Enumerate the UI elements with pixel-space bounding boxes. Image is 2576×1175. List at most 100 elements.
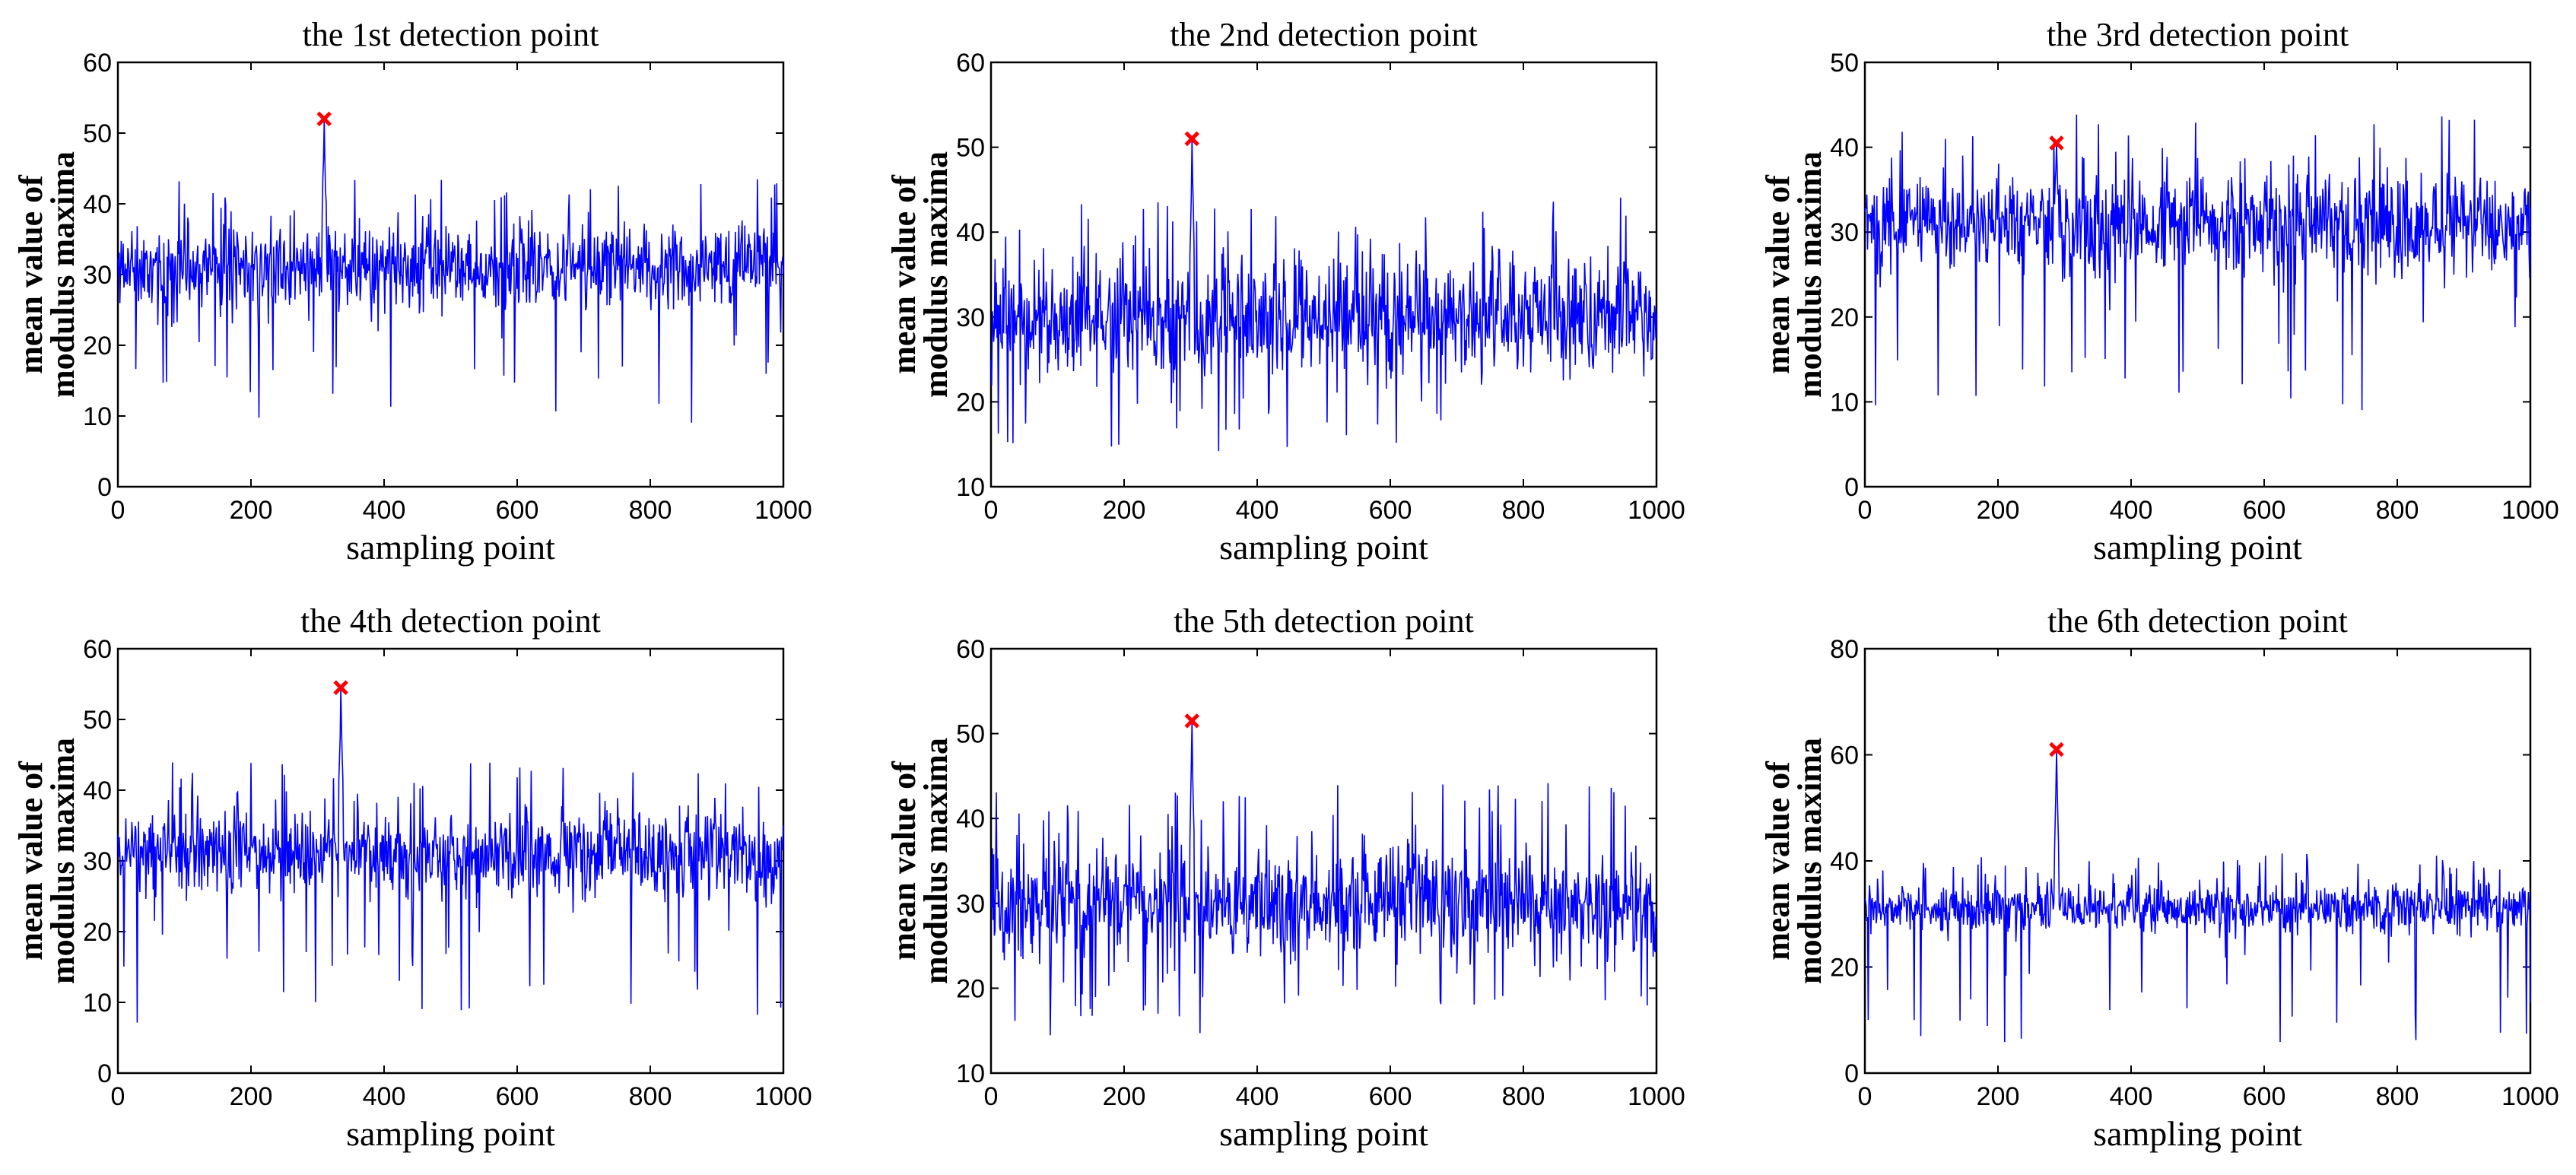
y-tick-label: 50 xyxy=(956,720,985,749)
subplot-6: the 6th detection point sampling point mea… xyxy=(1759,602,2559,1153)
signal-line xyxy=(990,138,1657,452)
x-axis-label: sampling point xyxy=(2093,528,2302,567)
y-axis-label-line-1: mean value of xyxy=(885,761,923,961)
x-tick-label: 600 xyxy=(2243,496,2286,525)
x-tick-label: 0 xyxy=(111,496,125,525)
subplot-4: the 4th detection point sampling point mea… xyxy=(12,602,812,1153)
subplot-2: the 2nd detection point sampling point mea… xyxy=(885,16,1685,567)
y-tick-label: 0 xyxy=(1844,1059,1859,1088)
y-tick-label: 10 xyxy=(956,1059,985,1088)
y-tick-label: 50 xyxy=(83,119,112,148)
x-tick-label: 0 xyxy=(984,1082,999,1111)
x-tick-label: 1000 xyxy=(754,1082,812,1111)
y-tick-label: 60 xyxy=(956,49,985,78)
x-tick-label: 600 xyxy=(1369,496,1412,525)
y-axis-label-line-2: modulus maxima xyxy=(917,151,954,398)
y-tick-label: 10 xyxy=(1830,388,1859,417)
peak-marker xyxy=(316,111,332,127)
x-tick-label: 400 xyxy=(2110,1082,2153,1111)
x-axis-label: sampling point xyxy=(346,1114,555,1153)
x-axis-label: sampling point xyxy=(2093,1114,2302,1153)
y-tick-label: 20 xyxy=(83,332,112,360)
y-tick-label: 10 xyxy=(83,402,112,431)
peak-marker xyxy=(333,680,348,695)
x-tick-label: 400 xyxy=(1236,1082,1279,1111)
y-tick-label: 0 xyxy=(97,473,112,502)
x-tick-label: 0 xyxy=(111,1082,125,1111)
y-tick-label: 40 xyxy=(1830,134,1859,163)
y-tick-label: 40 xyxy=(83,776,112,805)
plot-area xyxy=(989,647,1658,1075)
y-axis-label-line-2: modulus maxima xyxy=(44,151,81,398)
x-tick-label: 1000 xyxy=(2501,496,2559,525)
x-tick-label: 200 xyxy=(1977,1082,2020,1111)
x-tick-label: 400 xyxy=(363,496,406,525)
y-axis-label-line-1: mean value of xyxy=(885,174,923,374)
y-tick-label: 40 xyxy=(1830,847,1859,876)
x-tick-label: 600 xyxy=(496,496,539,525)
x-tick-label: 800 xyxy=(629,496,672,525)
y-axis-label-line-2: modulus maxima xyxy=(917,738,954,984)
x-tick-label: 1000 xyxy=(1628,1082,1685,1111)
y-axis-label-line-1: mean value of xyxy=(12,761,49,961)
x-tick-label: 1000 xyxy=(754,496,812,525)
y-tick-label: 10 xyxy=(83,989,112,1018)
x-tick-label: 0 xyxy=(1858,1082,1872,1111)
y-tick-label: 10 xyxy=(956,473,985,502)
y-axis-label-line-2: modulus maxima xyxy=(1791,738,1828,984)
chart-title: the 5th detection point xyxy=(1174,602,1474,640)
peak-marker xyxy=(2049,742,2064,757)
y-axis-label-line-2: modulus maxima xyxy=(1791,151,1828,398)
plot-area xyxy=(989,61,1658,488)
y-axis-label-line-1: mean value of xyxy=(1759,174,1796,374)
x-tick-label: 200 xyxy=(230,1082,273,1111)
x-tick-label: 200 xyxy=(1103,496,1146,525)
subplot-1: the 1st detection point sampling point mea… xyxy=(12,16,812,567)
y-tick-label: 20 xyxy=(1830,954,1859,983)
x-tick-label: 200 xyxy=(1977,496,2020,525)
x-tick-label: 400 xyxy=(2110,496,2153,525)
y-tick-label: 30 xyxy=(83,261,112,290)
x-tick-label: 1000 xyxy=(2501,1082,2559,1111)
peak-marker xyxy=(2049,135,2064,151)
x-tick-label: 800 xyxy=(1502,496,1545,525)
signal-line xyxy=(1864,749,2531,1043)
y-tick-label: 60 xyxy=(956,635,985,664)
y-tick-label: 60 xyxy=(83,49,112,78)
x-tick-label: 800 xyxy=(2376,496,2419,525)
y-tick-label: 40 xyxy=(956,218,985,247)
x-tick-label: 0 xyxy=(1858,496,1872,525)
x-tick-label: 600 xyxy=(1369,1082,1412,1111)
y-tick-label: 20 xyxy=(956,974,985,1003)
y-tick-label: 20 xyxy=(1830,303,1859,332)
x-tick-label: 200 xyxy=(1103,1082,1146,1111)
x-axis-label: sampling point xyxy=(346,528,555,567)
x-tick-label: 200 xyxy=(230,496,273,525)
x-tick-label: 400 xyxy=(363,1082,406,1111)
chart-title: the 1st detection point xyxy=(303,16,599,53)
y-tick-label: 50 xyxy=(956,134,985,163)
y-tick-label: 0 xyxy=(97,1059,112,1088)
y-tick-label: 60 xyxy=(1830,742,1859,770)
x-tick-label: 400 xyxy=(1236,496,1279,525)
plot-area xyxy=(1863,647,2532,1075)
plot-area xyxy=(1863,61,2532,488)
x-tick-label: 800 xyxy=(2376,1082,2419,1111)
x-tick-label: 800 xyxy=(1502,1082,1545,1111)
peak-marker xyxy=(1184,131,1200,147)
y-tick-label: 30 xyxy=(1830,218,1859,247)
y-tick-label: 40 xyxy=(83,190,112,219)
y-axis-label-line-1: mean value of xyxy=(1759,761,1796,961)
y-tick-label: 50 xyxy=(1830,49,1859,78)
peak-marker xyxy=(1184,713,1200,729)
y-tick-label: 60 xyxy=(83,635,112,664)
chart-title: the 6th detection point xyxy=(2047,602,2348,640)
y-axis-label-line-1: mean value of xyxy=(12,174,49,374)
x-tick-label: 600 xyxy=(2243,1082,2286,1111)
signal-line xyxy=(1864,114,2531,411)
y-tick-label: 30 xyxy=(956,303,985,332)
x-tick-label: 800 xyxy=(629,1082,672,1111)
x-tick-label: 600 xyxy=(496,1082,539,1111)
x-axis-label: sampling point xyxy=(1219,1114,1428,1153)
